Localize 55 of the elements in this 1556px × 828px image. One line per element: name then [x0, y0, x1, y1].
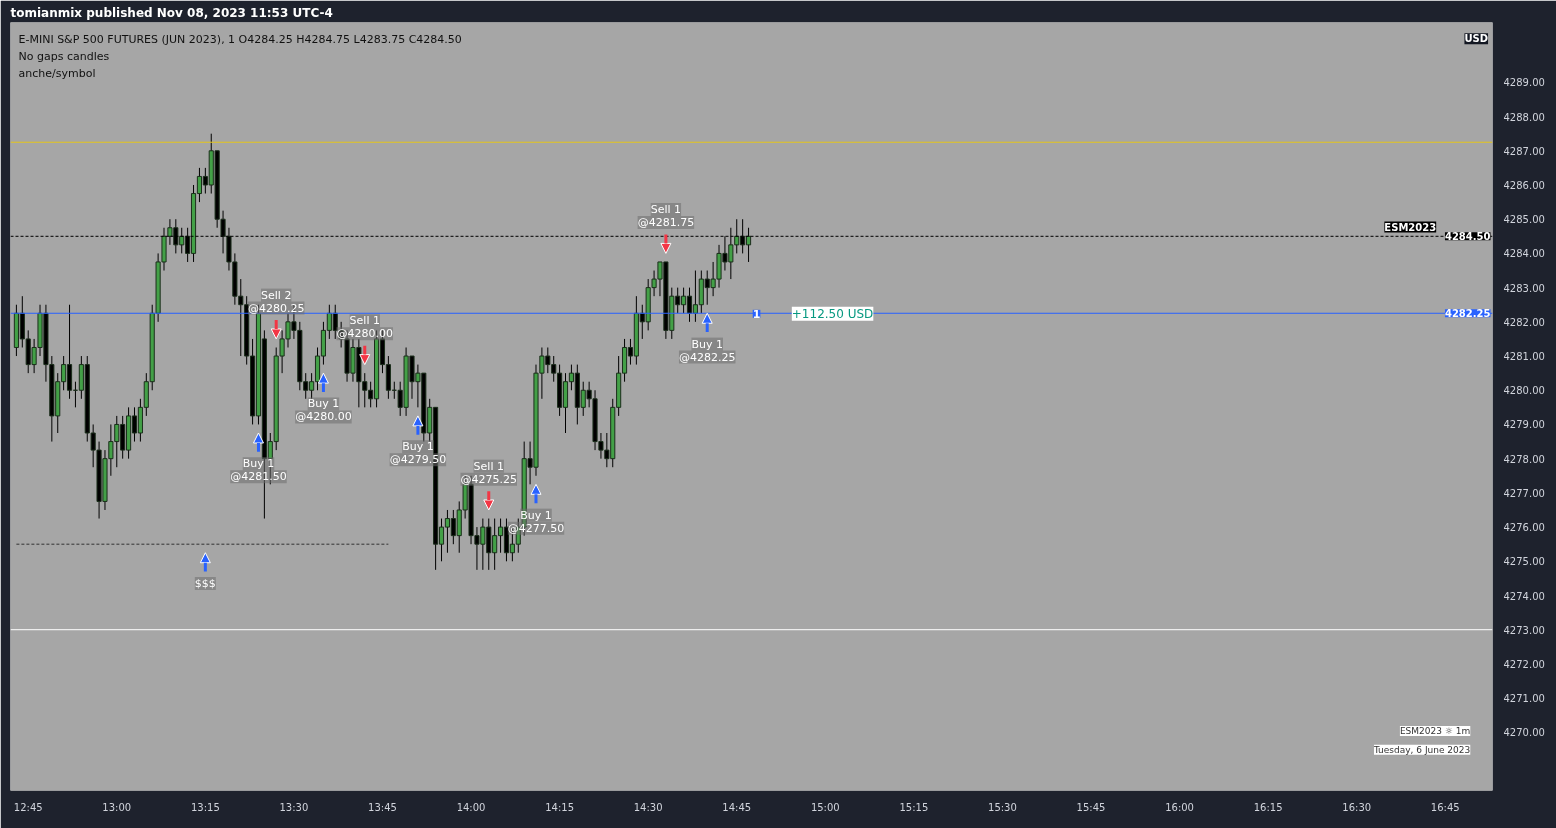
annotation: Buy 1 @4282.25	[678, 337, 736, 364]
y-tick-label: 4275.00	[1503, 556, 1545, 568]
ref-line-label: 4284.50	[1444, 231, 1491, 243]
y-tick-label: 4284.00	[1503, 248, 1545, 260]
y-tick-label: 4276.00	[1503, 522, 1545, 534]
annotation: Tuesday, 6 June 2023	[1372, 744, 1471, 755]
y-tick-label: 4286.00	[1503, 179, 1545, 191]
x-tick-label: 13:15	[190, 801, 220, 813]
annotation: 1	[752, 307, 761, 321]
y-tick-label: 4281.00	[1503, 351, 1545, 363]
annotation: +112.50 USD	[791, 306, 874, 321]
y-tick-label: 4289.00	[1503, 77, 1545, 89]
x-tick-label: 16:45	[1430, 801, 1460, 813]
x-tick-label: 16:00	[1165, 801, 1194, 813]
x-tick-label: 15:00	[810, 801, 840, 813]
x-tick-label: 13:00	[102, 801, 132, 813]
annotation: Buy 1 @4277.50	[507, 508, 565, 535]
annotation: ESM2023 ☼ 1m	[1399, 726, 1471, 737]
y-tick-label: 4283.00	[1503, 282, 1545, 294]
ref-line-label: 4282.25	[1444, 308, 1491, 320]
annotation: Buy 1 @4280.00	[295, 397, 352, 424]
x-tick-label: 15:45	[1076, 801, 1106, 813]
x-tick-label: 15:15	[899, 801, 929, 813]
annotation: $$$	[194, 577, 216, 591]
x-tick-label: 16:30	[1342, 801, 1372, 813]
y-tick-label: 4287.00	[1503, 145, 1545, 157]
y-tick-label: 4271.00	[1503, 693, 1545, 705]
y-tick-label: 4285.00	[1503, 214, 1545, 226]
y-tick-label: 4279.00	[1503, 419, 1545, 431]
y-tick-label: 4270.00	[1503, 727, 1545, 739]
y-tick-label: 4274.00	[1503, 590, 1545, 602]
annotation: No gaps candles	[18, 49, 110, 63]
x-tick-label: 14:45	[722, 801, 752, 813]
y-tick-label: 4272.00	[1503, 658, 1545, 670]
text: tomianmix published Nov 08, 2023 11:53 UTC-4	[10, 5, 333, 20]
x-tick-label: 16:15	[1253, 801, 1283, 813]
x-tick-label: 14:30	[633, 801, 663, 813]
y-tick-label: 4288.00	[1503, 111, 1545, 123]
annotation: ESM2023	[1384, 221, 1437, 233]
y-tick-label: 4273.00	[1503, 624, 1545, 636]
x-tick-label: 13:45	[368, 801, 397, 813]
x-tick-label: 15:30	[988, 801, 1017, 813]
annotation: anche/symbol	[18, 66, 96, 80]
annotation: USD	[1464, 33, 1489, 45]
y-tick-label: 4278.00	[1503, 453, 1545, 465]
text: E-MINI S&P 500 FUTURES (JUN 2023), 1 O4284.25 H4284.75 L4283.75 C4284.50	[18, 32, 462, 46]
y-tick-label: 4282.00	[1503, 316, 1545, 328]
annotation: Sell 1 @4275.25	[460, 459, 518, 486]
x-tick-label: 13:30	[279, 801, 309, 813]
y-tick-label: 4280.00	[1503, 385, 1545, 397]
y-tick-label: 4277.00	[1503, 487, 1545, 499]
annotation: Sell 1 @4281.75	[637, 203, 695, 230]
x-tick-label: 14:00	[456, 801, 486, 813]
x-tick-label: 14:15	[545, 801, 575, 813]
x-tick-label: 12:45	[13, 801, 43, 813]
